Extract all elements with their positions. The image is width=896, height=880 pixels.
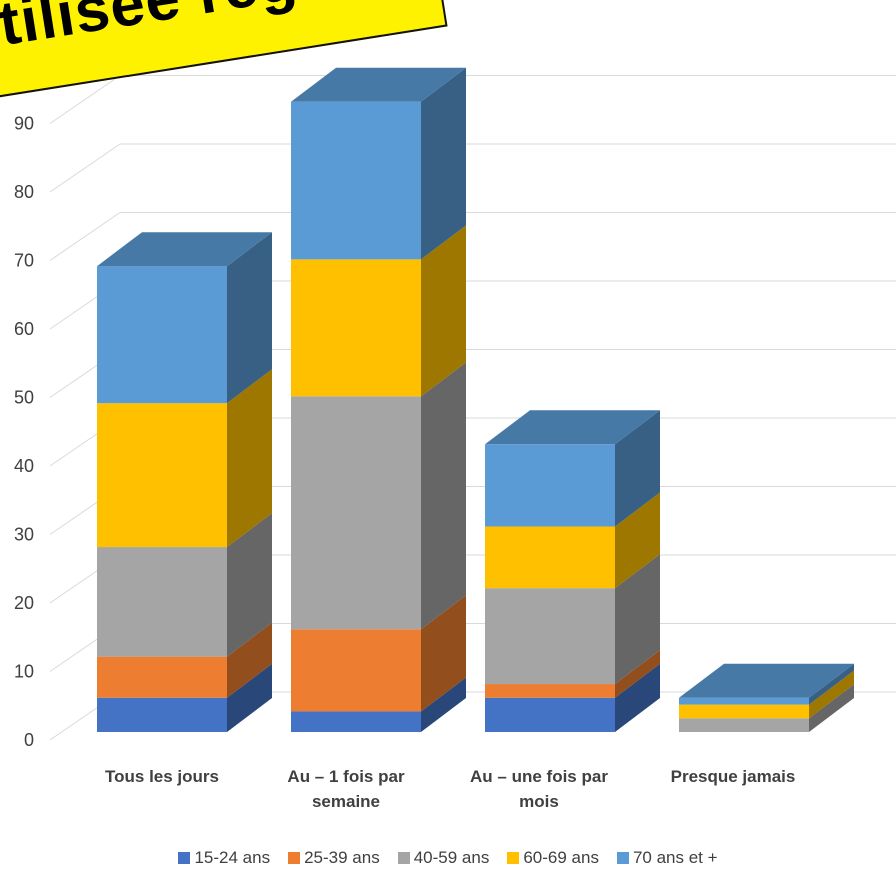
bar-segment-side bbox=[227, 232, 272, 404]
y-tick-label: 50 bbox=[14, 388, 34, 408]
legend-swatch bbox=[507, 852, 520, 864]
bar-segment-side bbox=[809, 670, 854, 719]
bar-segment-side bbox=[227, 622, 272, 698]
y-tick-label: 90 bbox=[14, 114, 34, 134]
bar-segment bbox=[291, 259, 421, 397]
bar-segment bbox=[679, 697, 809, 705]
bar-segment bbox=[485, 444, 615, 527]
legend-swatch bbox=[616, 852, 629, 864]
bar-segment bbox=[97, 403, 227, 548]
y-tick-label: 20 bbox=[14, 593, 34, 613]
legend-swatch bbox=[288, 852, 301, 864]
bar-segment-top bbox=[679, 663, 854, 698]
legend-label: 70 ans et + bbox=[632, 848, 718, 867]
gridline bbox=[49, 75, 121, 124]
y-tick-label: 60 bbox=[14, 319, 34, 339]
bar-segment bbox=[485, 697, 615, 732]
bar-segment-side bbox=[421, 595, 466, 712]
bar-segment-side bbox=[227, 369, 272, 548]
bar-segment bbox=[679, 704, 809, 719]
y-tick-label: 40 bbox=[14, 456, 34, 476]
bar-segment bbox=[485, 588, 615, 685]
legend-item: 15-24 ans bbox=[178, 848, 270, 868]
bar-segment-top bbox=[485, 410, 660, 445]
bar-segment bbox=[97, 656, 227, 698]
bar-segment-side bbox=[421, 225, 466, 397]
bar-segment-side bbox=[615, 650, 660, 698]
legend-item: 60-69 ans bbox=[507, 848, 599, 868]
gridline bbox=[49, 212, 121, 261]
y-tick-label: 70 bbox=[14, 251, 34, 271]
bar-segment bbox=[97, 266, 227, 404]
category-label: Au – 1 fois par semaine bbox=[287, 767, 405, 811]
legend-label: 15-24 ans bbox=[194, 848, 271, 867]
legend-label: 60-69 ans bbox=[523, 848, 599, 867]
bar-segment-side bbox=[421, 677, 466, 732]
bar-segment-top bbox=[291, 67, 466, 102]
legend: 15-24 ans 25-39 ans 40-59 ans 60-69 ans … bbox=[0, 848, 896, 868]
bar-segment-side bbox=[809, 663, 854, 705]
bar-segment-side bbox=[809, 684, 854, 732]
category-label: Presque jamais bbox=[670, 767, 796, 786]
bar-segment-side bbox=[421, 67, 466, 260]
bar-segment-side bbox=[615, 410, 660, 527]
bar-segment bbox=[291, 711, 421, 732]
y-tick-label: 80 bbox=[14, 182, 34, 202]
bar-segment bbox=[291, 629, 421, 712]
legend-swatch bbox=[178, 852, 191, 864]
bar-segment bbox=[291, 101, 421, 260]
gridline bbox=[49, 143, 121, 193]
bar-segment bbox=[485, 526, 615, 589]
legend-item: 70 ans et + bbox=[616, 848, 718, 868]
bar-segment bbox=[97, 547, 227, 657]
bar-segment-side bbox=[615, 492, 660, 589]
y-tick-label: 10 bbox=[14, 662, 34, 682]
y-tick-label: 30 bbox=[14, 525, 34, 545]
bar-segment-side bbox=[615, 663, 660, 732]
legend-swatch bbox=[397, 852, 410, 864]
bar-segment-side bbox=[615, 554, 660, 685]
bar-segment-side bbox=[227, 663, 272, 732]
legend-item: 40-59 ans bbox=[397, 848, 490, 868]
bar-segment-side bbox=[421, 362, 466, 630]
bar-segment bbox=[679, 718, 809, 732]
y-tick-label: 0 bbox=[24, 730, 34, 750]
category-label: Tous les jours bbox=[105, 767, 219, 786]
legend-label: 25-39 ans bbox=[304, 848, 380, 867]
bar-segment-top bbox=[97, 232, 272, 267]
category-label: Au – une fois par mois bbox=[470, 767, 608, 811]
bar-segment-side bbox=[227, 513, 272, 657]
bar-segment bbox=[97, 697, 227, 732]
bar-segment bbox=[485, 684, 615, 698]
bar-segment bbox=[291, 396, 421, 630]
legend-item: 25-39 ans bbox=[288, 848, 380, 868]
legend-label: 40-59 ans bbox=[413, 848, 490, 867]
